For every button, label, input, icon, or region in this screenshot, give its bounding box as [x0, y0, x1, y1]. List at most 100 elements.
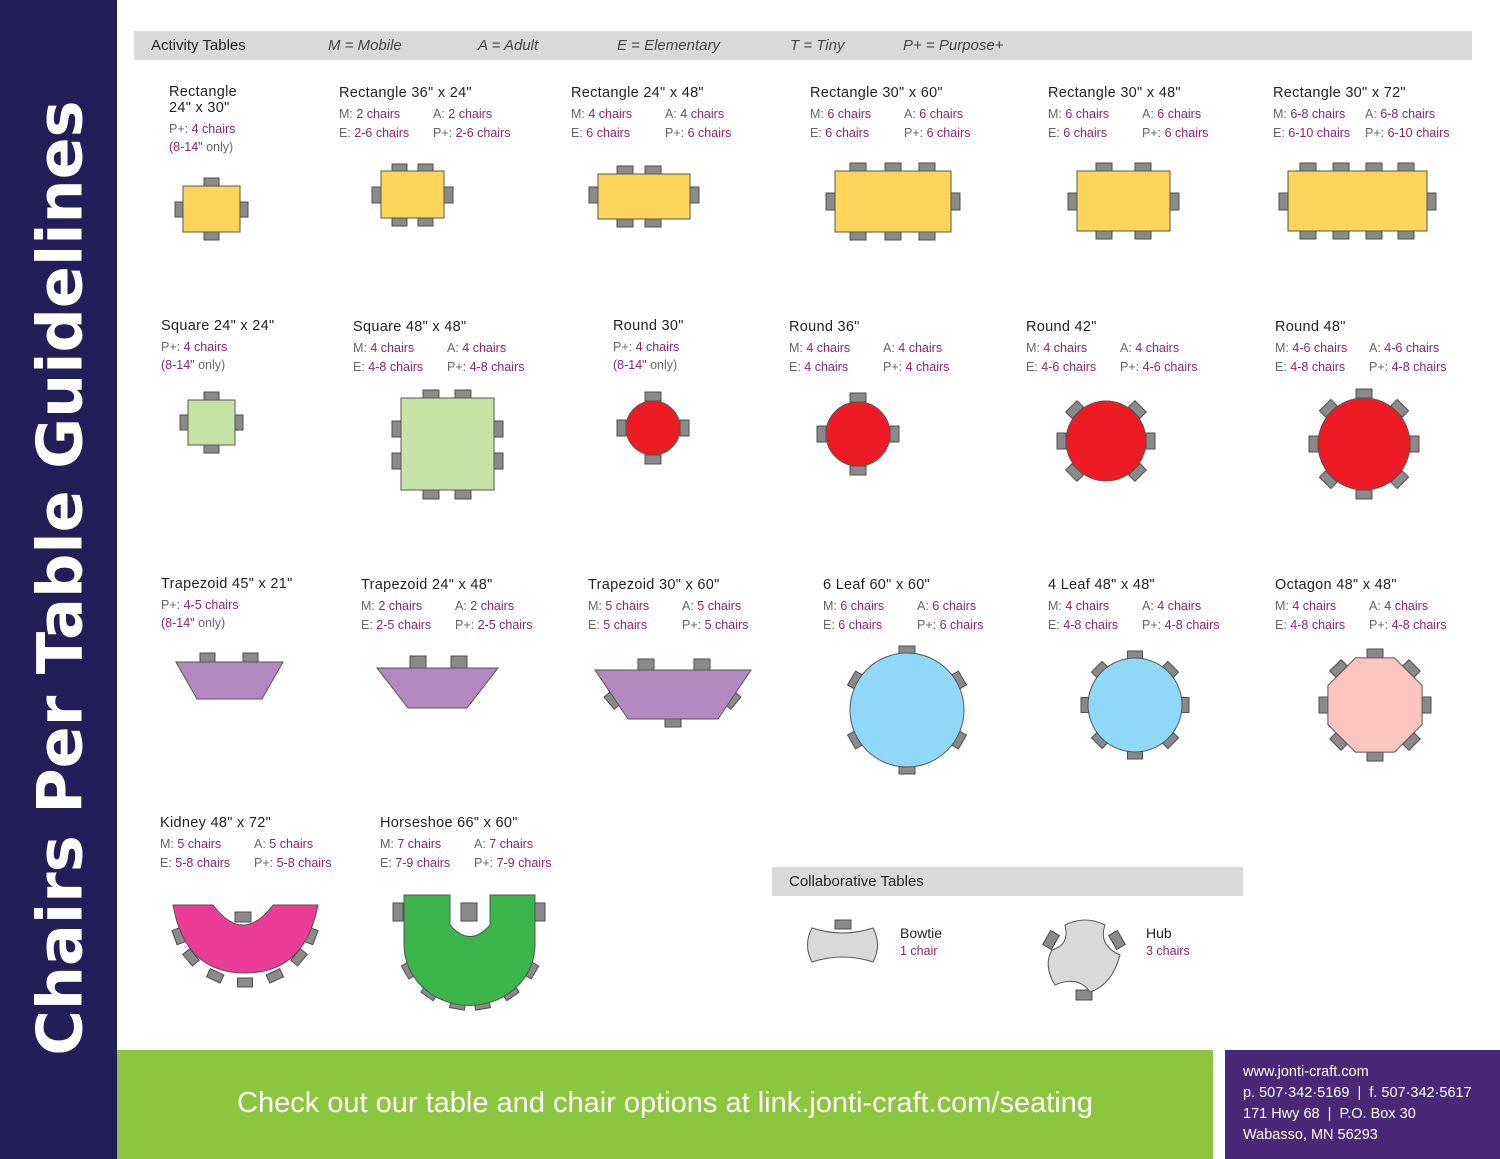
- spec-key: E:: [1048, 618, 1060, 632]
- chair-icon: [616, 419, 627, 437]
- chair-icon: [1318, 696, 1329, 714]
- table-name: Trapezoid 30" x 60": [588, 577, 720, 593]
- round-36-diagram: [816, 392, 900, 476]
- spec-item: A: 4 chairs: [1142, 597, 1201, 616]
- spec-value: 5 chairs: [269, 837, 314, 851]
- spec-key: E:: [339, 126, 351, 140]
- table-name: Octagon 48" x 48": [1275, 577, 1397, 593]
- spec-key: M:: [1048, 599, 1062, 613]
- spec-value: 7 chairs: [489, 837, 534, 851]
- spec-key: P+:: [1369, 618, 1389, 632]
- spec-key: P+:: [917, 618, 937, 632]
- spec-line: E: 4-8 chairs P+: 4-8 chairs: [1275, 616, 1447, 635]
- spec-value: 4 chairs: [1065, 599, 1110, 613]
- spec-item: P+: 4-8 chairs: [1369, 358, 1447, 377]
- table-name: Square 24" x 24": [161, 318, 275, 334]
- spec-value: 4 chairs: [804, 360, 849, 374]
- spec-key: A:: [254, 837, 266, 851]
- spec-line: P+: 4 chairs: [169, 120, 259, 139]
- spec-value: 6 chairs: [926, 126, 971, 140]
- spec-key: M:: [789, 341, 803, 355]
- spec-key: A:: [665, 107, 677, 121]
- spec-value: 5 chairs: [603, 618, 648, 632]
- spec-key: E:: [1275, 618, 1287, 632]
- spec-value: 4 chairs: [588, 107, 633, 121]
- spec-value: 4-6 chairs: [1292, 341, 1348, 355]
- spec-key: P+:: [254, 856, 274, 870]
- spec-item: P+: 2-6 chairs: [433, 124, 511, 143]
- spec-value: 4-8 chairs: [1290, 618, 1346, 632]
- chair-icon: [1145, 432, 1156, 450]
- table-spec: Square 24" x 24" P+: 4 chairs (8-14" only): [161, 318, 274, 373]
- website-link[interactable]: www.jonti-craft.com: [1243, 1064, 1369, 1080]
- rect-36x24-diagram: [371, 163, 454, 227]
- spec-key: M:: [1275, 599, 1289, 613]
- table-spec: Rectangle 30" x 60" M: 6 chairs A: 6 chair…: [810, 85, 970, 143]
- spec-line: P+: 4 chairs: [161, 338, 274, 357]
- age-range: (8-14": [169, 140, 203, 154]
- spec-value: 7-9 chairs: [496, 856, 552, 870]
- spec-item: E: 5 chairs: [588, 616, 682, 635]
- spec-item: A: 4 chairs: [883, 339, 942, 358]
- table-name: Rectangle 30" x 72": [1273, 85, 1406, 101]
- spec-item: M: 4-6 chairs: [1275, 339, 1369, 358]
- round-42-diagram: [1056, 399, 1156, 483]
- spec-line: M: 4 chairs A: 4 chairs: [571, 105, 731, 124]
- spec-value: 4 chairs: [635, 340, 680, 354]
- spec-line: E: 7-9 chairs P+: 7-9 chairs: [380, 854, 552, 873]
- spec-item: M: 5 chairs: [588, 597, 682, 616]
- spec-line: M: 2 chairs A: 2 chairs: [361, 597, 533, 616]
- table-spec: Round 30" P+: 4 chairs (8-14" only): [613, 318, 684, 373]
- spec-value: 4 chairs: [191, 122, 236, 136]
- spec-key: E:: [380, 856, 392, 870]
- spec-key: P+:: [904, 126, 924, 140]
- table-name: Rectangle 30" x 48": [1048, 85, 1181, 101]
- spec-key: P+:: [665, 126, 685, 140]
- spec-value: 6-8 chairs: [1380, 107, 1436, 121]
- spec-item: M: 6 chairs: [810, 105, 904, 124]
- footer-cta[interactable]: Check out our table and chair options at…: [237, 1087, 1093, 1119]
- spec-key: P+:: [433, 126, 453, 140]
- spec-value: 4-8 chairs: [469, 360, 525, 374]
- trapezoid-30x60-diagram: [594, 658, 752, 728]
- spec-item: E: 2-6 chairs: [339, 124, 433, 143]
- spec-value: 2-6 chairs: [354, 126, 410, 140]
- spec-value: 7 chairs: [397, 837, 442, 851]
- spec-line: M: 4 chairs A: 4 chairs: [1026, 339, 1198, 358]
- table-name: Trapezoid 45" x 21": [161, 576, 293, 592]
- spec-value: 4-8 chairs: [1063, 618, 1119, 632]
- horseshoe-diagram: [392, 894, 546, 1011]
- spec-item: A: 2 chairs: [433, 105, 492, 124]
- table-name: Round 48": [1275, 319, 1346, 335]
- section-title: Activity Tables: [151, 37, 246, 54]
- spec-key: E:: [1273, 126, 1285, 140]
- spec-item: P+: 6 chairs: [1142, 124, 1208, 143]
- spec-key: A:: [1142, 599, 1154, 613]
- chair-icon: [1355, 388, 1373, 399]
- spec-line: E: 4 chairs P+: 4 chairs: [789, 358, 949, 377]
- hub-name: Hub: [1146, 925, 1172, 941]
- spec-line: E: 2-5 chairs P+: 2-5 chairs: [361, 616, 533, 635]
- six-leaf-diagram: [846, 645, 968, 775]
- spec-item: E: 6-10 chairs: [1273, 124, 1365, 143]
- spec-line: M: 4 chairs A: 4 chairs: [353, 339, 525, 358]
- spec-item: P+: 4-8 chairs: [1142, 616, 1220, 635]
- spec-item: E: 6 chairs: [823, 616, 917, 635]
- spec-value: 4 chairs: [905, 360, 950, 374]
- chair-icon: [849, 392, 867, 403]
- spec-item: P+: 6 chairs: [917, 616, 983, 635]
- chair-icon: [644, 391, 662, 402]
- spec-line: P+: 4-5 chairs: [161, 596, 293, 615]
- spec-item: P+: 5-8 chairs: [254, 854, 332, 873]
- spec-item: E: 2-5 chairs: [361, 616, 455, 635]
- spec-key: M:: [823, 599, 837, 613]
- spec-value: 4-6 chairs: [1041, 360, 1097, 374]
- contact-box: www.jonti-craft.com p. 507·342·5169 | f.…: [1225, 1050, 1500, 1159]
- chair-icon: [889, 425, 900, 443]
- spec-item: E: 6 chairs: [571, 124, 665, 143]
- table-spec: Rectangle 24" x 30" P+: 4 chairs (8-14" on…: [169, 84, 259, 155]
- spec-key: P+:: [161, 598, 181, 612]
- spec-key: M:: [380, 837, 394, 851]
- spec-key: A:: [474, 837, 486, 851]
- four-leaf-diagram: [1080, 650, 1190, 760]
